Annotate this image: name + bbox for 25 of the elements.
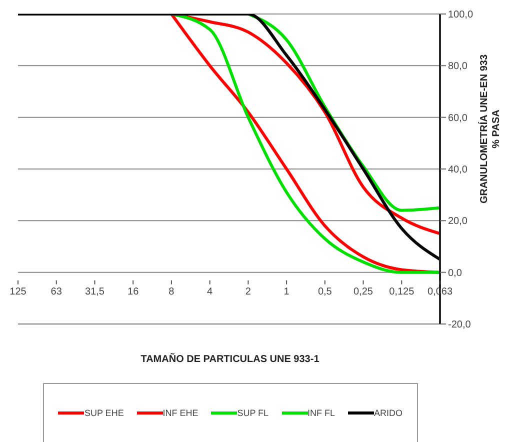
legend-label: INF EHE [162, 408, 198, 418]
y-tick-label: 80,0 [448, 61, 468, 72]
x-tick-label: 31,5 [84, 286, 105, 298]
x-axis-title: TAMAÑO DE PARTICULAS UNE 933-1 [140, 354, 320, 365]
x-tick-label: 0,125 [389, 286, 415, 298]
x-tick-label: 8 [168, 286, 175, 298]
y-tick-label: -20,0 [448, 320, 472, 331]
x-tick-label: 16 [128, 286, 140, 298]
legend-label: SUP FL [237, 408, 269, 418]
x-tick-label: 125 [10, 286, 27, 298]
legend-label: SUP EHE [84, 408, 124, 418]
y-tick-label: 20,0 [448, 216, 468, 228]
legend-label: ARIDO [374, 408, 402, 418]
x-tick-label: 4 [207, 286, 214, 298]
y-tick-label: 40,0 [448, 164, 468, 176]
x-tick-label: 0,25 [354, 286, 374, 298]
x-tick-label: 0,5 [318, 286, 332, 298]
x-tick-label: 1 [284, 286, 290, 298]
y-axis-title: GRANULOMETRÍA UNE-EN 933 % PASA [478, 54, 502, 204]
y-tick-label: 60,0 [448, 112, 468, 124]
legend-label: INF FL [308, 408, 336, 418]
x-tick-label: 2 [245, 286, 252, 298]
x-tick-label: 63 [50, 286, 62, 298]
y-tick-label: 0,0 [448, 268, 462, 279]
y-tick-label: 100,0 [448, 10, 474, 21]
